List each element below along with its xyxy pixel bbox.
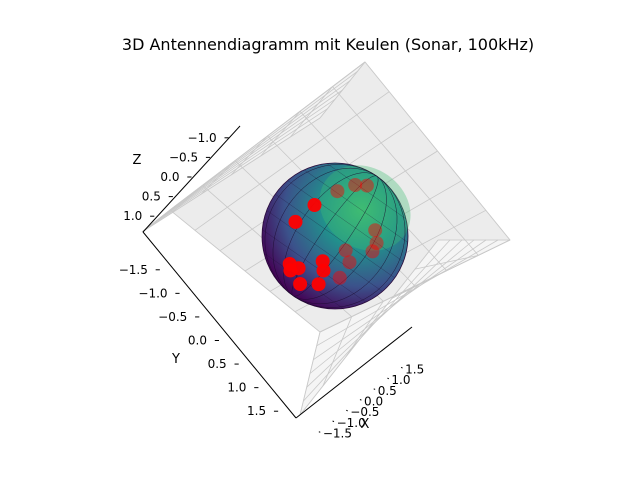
- axes-lines: [142, 125, 413, 419]
- z-tick-label: 1.0: [123, 209, 142, 223]
- axis-labels: X Y Z: [133, 153, 370, 432]
- scatter-point: [288, 214, 303, 229]
- x-axis-label: X: [361, 417, 370, 432]
- x-tick-label: 1.0: [391, 373, 410, 387]
- scatter-point: [368, 223, 383, 238]
- y-tick-label: −1.0: [138, 286, 167, 300]
- y-axis-label: Y: [171, 352, 180, 367]
- sphere-parallel: [275, 193, 395, 279]
- sphere-parallel: [326, 163, 407, 220]
- scatter-point: [365, 244, 380, 259]
- x-tick-label: 1.5: [405, 362, 424, 376]
- gridline: [169, 209, 321, 333]
- gridline: [299, 239, 439, 416]
- x-tick-mark: [387, 377, 390, 380]
- scatter-point: [311, 277, 326, 292]
- y-tick-label: −1.5: [119, 263, 148, 277]
- z-axis-line: [142, 125, 241, 233]
- x-tick-mark: [400, 366, 403, 369]
- scatter-point: [332, 270, 347, 285]
- x-tick-mark: [373, 388, 376, 390]
- sphere-parallel: [287, 180, 404, 262]
- gridline: [299, 331, 321, 416]
- y-tick-label: −0.5: [158, 310, 187, 324]
- axes-grid: [141, 61, 511, 416]
- x-tick-label: 0.0: [364, 395, 383, 409]
- x-axis-line: [295, 326, 413, 419]
- y-axis-line: [142, 231, 297, 419]
- gridline: [171, 185, 203, 214]
- axis-ticks: −1.0−0.50.00.51.0−1.5−1.0−0.50.00.51.01.…: [119, 131, 425, 441]
- sphere-parallel: [304, 169, 408, 243]
- z-tick-label: 0.0: [160, 170, 179, 184]
- sphere-parallel: [266, 210, 383, 292]
- z-axis-label: Z: [133, 153, 142, 168]
- scatter-point: [369, 236, 384, 250]
- gridline: [319, 239, 511, 333]
- y-tick-label: 0.5: [208, 357, 227, 371]
- scatter-point: [315, 254, 330, 269]
- scatter-point: [338, 243, 353, 258]
- scatter-point: [293, 277, 308, 291]
- x-tick-label: −1.0: [337, 416, 366, 430]
- scatter-point: [348, 178, 363, 192]
- y-tick-label: 1.5: [247, 404, 266, 418]
- x-tick-mark: [332, 420, 335, 423]
- z-tick-label: −0.5: [169, 150, 198, 164]
- scatter-point: [307, 198, 322, 212]
- x-tick-mark: [346, 409, 348, 412]
- z-tick-label: −1.0: [188, 131, 217, 145]
- scatter-point: [342, 255, 357, 270]
- scatter-point: [359, 178, 374, 193]
- scatter-point: [330, 184, 345, 199]
- x-tick-mark: [318, 431, 321, 433]
- y-tick-label: 0.0: [188, 334, 207, 348]
- x-tick-label: 0.5: [378, 384, 397, 398]
- x-tick-mark: [359, 399, 362, 401]
- x-tick-label: −0.5: [350, 405, 379, 419]
- scatter-point: [282, 257, 297, 271]
- z-tick-label: 0.5: [142, 190, 161, 204]
- y-tick-label: 1.0: [227, 381, 246, 395]
- gridline: [141, 117, 321, 233]
- x-tick-label: −1.5: [323, 427, 352, 441]
- scatter-points: [282, 178, 384, 292]
- chart-title: 3D Antennendiagramm mit Keulen (Sonar, 1…: [122, 35, 534, 54]
- sphere-parallel: [262, 229, 366, 303]
- gridline: [322, 316, 353, 386]
